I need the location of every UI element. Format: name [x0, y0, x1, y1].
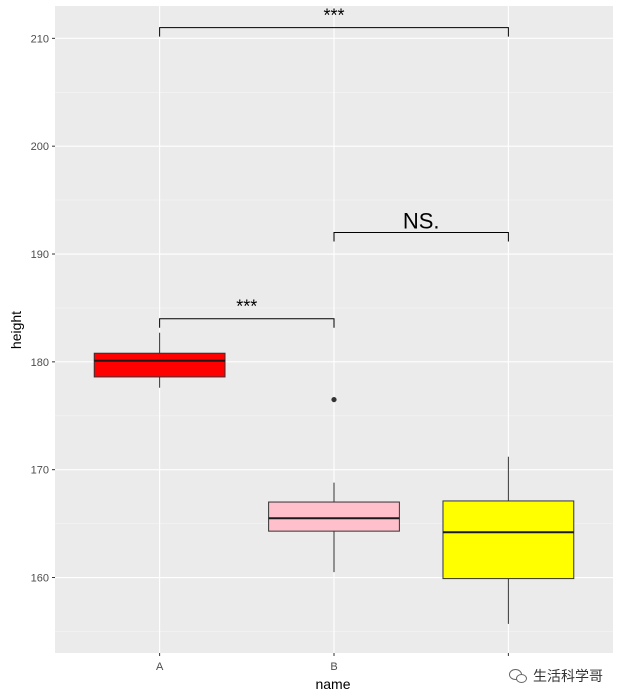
significance-label: ***	[236, 297, 257, 317]
watermark-text: 生活科学哥	[533, 669, 603, 685]
x-axis-title: name	[315, 676, 350, 692]
box-C	[442, 456, 575, 624]
y-tick-label: 190	[31, 249, 49, 261]
box-body	[442, 500, 575, 580]
x-tick-label: A	[156, 661, 164, 673]
boxes	[93, 332, 575, 624]
y-tick-label: 200	[31, 141, 49, 153]
bracket-line	[333, 231, 509, 242]
bracket-line	[159, 318, 335, 328]
y-axis-ticks: 160 170 180 190 200 210	[31, 33, 55, 585]
box-body	[268, 501, 400, 532]
outlier-point	[331, 396, 337, 403]
significance-brackets: *** NS. ***	[159, 6, 509, 328]
y-tick-label: 210	[31, 33, 49, 45]
bracket-line	[159, 27, 509, 37]
box-body	[93, 352, 226, 378]
y-tick-label: 170	[31, 465, 49, 477]
box-A	[93, 332, 226, 388]
wechat-icon	[509, 669, 527, 683]
bracket-A-C: ***	[159, 6, 509, 37]
y-tick-label: 160	[31, 573, 49, 585]
y-tick-label: 180	[31, 357, 49, 369]
watermark: 生活科学哥	[509, 666, 603, 686]
significance-label: NS.	[403, 208, 440, 233]
x-tick-label: B	[330, 661, 337, 673]
bracket-A-B: ***	[159, 297, 335, 328]
bracket-B-C: NS.	[333, 208, 509, 242]
box-B	[268, 396, 400, 573]
y-axis-title: height	[8, 311, 24, 349]
significance-label: ***	[323, 6, 344, 26]
